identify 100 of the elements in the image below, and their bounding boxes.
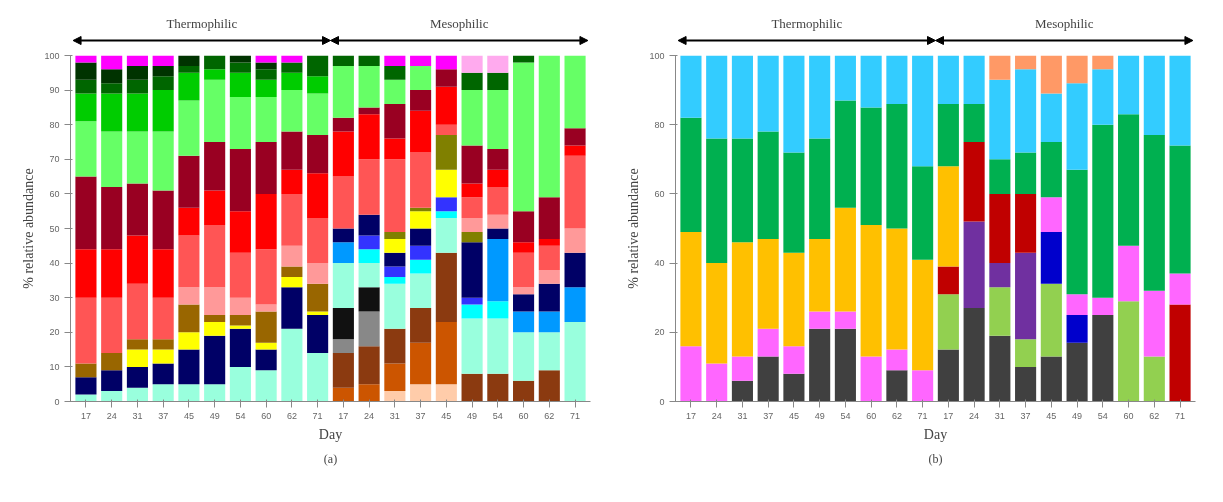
x-tick-label: 24: [969, 410, 980, 421]
bar: [255, 69, 277, 80]
y-tick-label: 100: [649, 50, 665, 61]
bar: [989, 335, 1011, 402]
bar: [384, 55, 406, 66]
bar: [989, 159, 1011, 194]
bar: [152, 249, 174, 298]
bar: [384, 79, 406, 104]
bar: [332, 308, 354, 340]
bar: [435, 86, 457, 125]
bar: [178, 235, 200, 288]
bar: [178, 332, 200, 350]
bar: [332, 242, 354, 264]
bar: [332, 117, 354, 132]
bar: [307, 173, 329, 219]
bar: [152, 76, 174, 91]
bar: [152, 131, 174, 191]
text: Thermophilic: [771, 15, 843, 31]
bar: [937, 294, 959, 350]
bar: [886, 103, 908, 229]
bar: [989, 287, 1011, 336]
bar: [126, 93, 148, 132]
bar: [229, 328, 251, 367]
bar: [281, 62, 303, 73]
bar: [384, 65, 406, 80]
bar: [538, 370, 560, 402]
bar: [435, 384, 457, 402]
bar: [564, 155, 586, 229]
bar: [680, 117, 702, 232]
x-axis-title: Day: [318, 426, 343, 442]
bar: [731, 138, 753, 243]
bar: [513, 62, 535, 212]
bar: [384, 328, 406, 364]
bar: [332, 55, 354, 66]
x-tick-label: 37: [415, 410, 426, 421]
bar: [513, 380, 535, 402]
bar: [281, 287, 303, 329]
bar: [152, 297, 174, 340]
bar: [564, 128, 586, 146]
x-tick-label: 24: [106, 410, 117, 421]
bar: [1118, 55, 1140, 115]
bar: [963, 55, 985, 104]
bar: [538, 197, 560, 239]
bar: [1169, 55, 1191, 146]
x-tick-label: 31: [389, 410, 400, 421]
bar: [435, 218, 457, 253]
bar: [937, 166, 959, 267]
bar: [487, 238, 509, 302]
x-tick-label: 37: [1020, 410, 1031, 421]
bar: [886, 349, 908, 371]
bar: [358, 214, 380, 236]
bar: [410, 245, 432, 260]
bar: [1040, 231, 1062, 284]
bar: [461, 72, 483, 91]
x-tick-label: 45: [788, 410, 799, 421]
bar: [435, 252, 457, 322]
bar: [860, 55, 882, 108]
bar: [152, 90, 174, 132]
bar: [809, 55, 831, 139]
bar: [358, 311, 380, 347]
bar: [307, 218, 329, 264]
bar: [860, 107, 882, 226]
y-tick-label: 0: [54, 396, 60, 407]
bar: [384, 276, 406, 284]
x-tick-label: 31: [737, 410, 748, 421]
bar: [332, 353, 354, 388]
bar: [706, 138, 728, 264]
bar: [783, 346, 805, 374]
bar: [410, 228, 432, 246]
bar: [564, 321, 586, 402]
y-tick-label: 0: [659, 396, 665, 407]
x-tick-label: 17: [80, 410, 91, 421]
bar: [410, 65, 432, 91]
bar: [255, 79, 277, 98]
y-tick-label: 20: [49, 327, 60, 338]
x-tick-label: 71: [917, 410, 928, 421]
bar: [937, 55, 959, 104]
bar: [461, 197, 483, 219]
bar: [229, 148, 251, 212]
bar: [1040, 356, 1062, 402]
bar: [307, 93, 329, 136]
bar: [461, 145, 483, 184]
bar: [1015, 193, 1037, 253]
bar: [1015, 152, 1037, 194]
bar: [229, 366, 251, 402]
y-axis-title: % relative abundance: [21, 168, 37, 289]
bar: [75, 297, 97, 364]
text: (b): [928, 451, 943, 466]
bar: [126, 339, 148, 350]
bar: [358, 235, 380, 250]
bar: [963, 142, 985, 222]
bar: [75, 176, 97, 250]
x-tick-label: 62: [891, 410, 902, 421]
bar: [281, 72, 303, 91]
bar: [783, 252, 805, 347]
x-tick-label: 71: [1175, 410, 1186, 421]
bar: [126, 131, 148, 184]
bar: [435, 55, 457, 70]
bar: [538, 245, 560, 271]
bar: [255, 193, 277, 250]
